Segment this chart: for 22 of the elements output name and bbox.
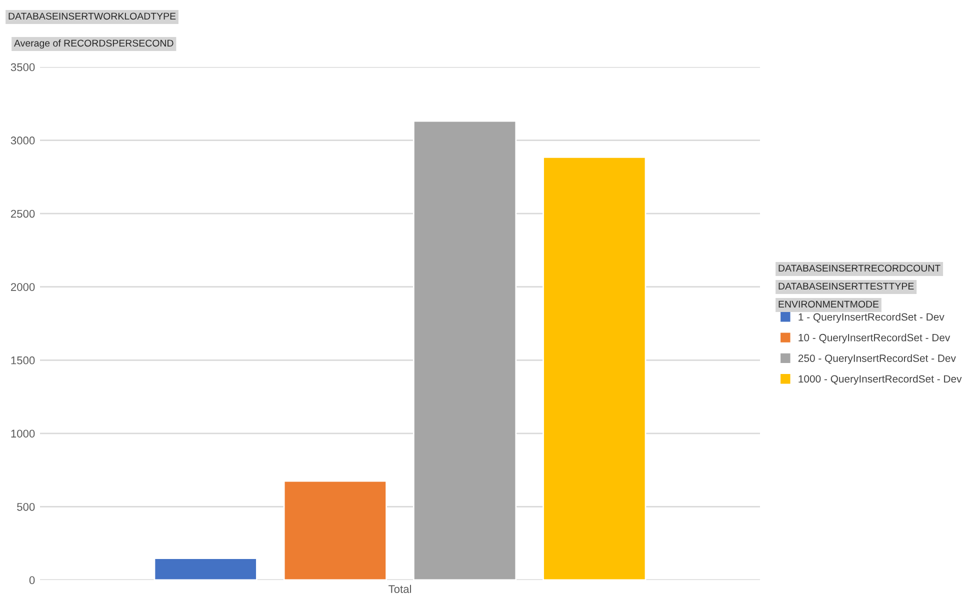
text: Average of RECORDSPERSECOND — [14, 39, 174, 49]
bar — [412, 120, 517, 580]
legend-label: 1000 - QueryInsertRecordSet - Dev — [798, 374, 962, 385]
text: DATABASEINSERTWORKLOADTYPE — [8, 12, 176, 20]
bar — [154, 558, 258, 580]
bar — [542, 156, 646, 580]
legend-label: 1 - QueryInsertRecordSet - Dev — [798, 313, 944, 323]
y-tick-label: 3500 — [10, 63, 35, 72]
y-tick-label: 500 — [17, 502, 35, 511]
y-tick-label: 0 — [29, 576, 35, 584]
y-tick-label: 2500 — [10, 210, 35, 218]
text: ENVIRONMENTMODE — [778, 300, 879, 308]
y-tick-label: 2000 — [10, 283, 35, 291]
y-tick-label: 3000 — [10, 136, 35, 144]
y-tick-label: 1500 — [11, 356, 35, 364]
x-tick-label: Total — [388, 584, 411, 594]
text: DATABASEINSERTRECORDCOUNT — [778, 264, 940, 272]
legend-label: 10 - QueryInsertRecordSet - Dev — [798, 334, 950, 344]
text: DATABASEINSERTTESTTYPE — [778, 282, 914, 290]
bar — [283, 480, 388, 580]
y-tick-label: 1000 — [11, 430, 35, 438]
legend-label: 250 - QueryInsertRecordSet - Dev — [798, 354, 956, 364]
